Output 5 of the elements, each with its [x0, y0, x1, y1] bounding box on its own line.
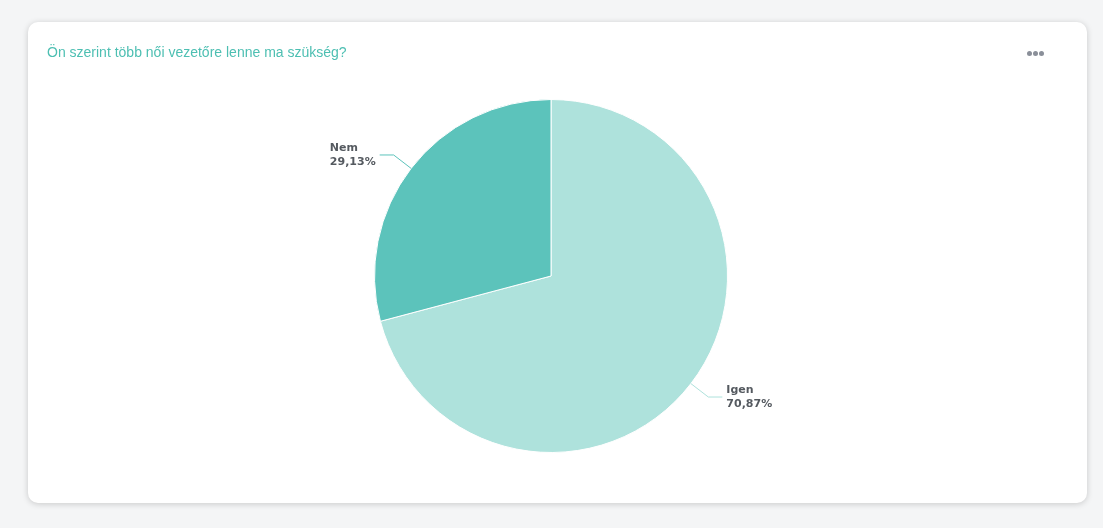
text: Ön szerint több női vezetőre lenne ma szükség?: [47, 44, 347, 60]
slice-label: Igen: [726, 382, 754, 396]
data-label: 70,87%: [726, 396, 773, 410]
data-label: 29,13%: [329, 154, 376, 168]
slice-label: Nem: [329, 140, 358, 154]
